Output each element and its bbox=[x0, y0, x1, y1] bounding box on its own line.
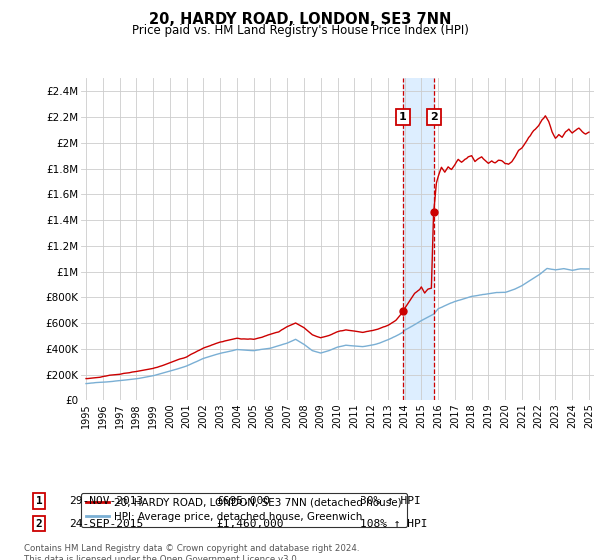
Text: 30% ↑ HPI: 30% ↑ HPI bbox=[360, 496, 421, 506]
Text: £695,000: £695,000 bbox=[216, 496, 270, 506]
Text: 20, HARDY ROAD, LONDON, SE3 7NN: 20, HARDY ROAD, LONDON, SE3 7NN bbox=[149, 12, 451, 27]
Text: Price paid vs. HM Land Registry's House Price Index (HPI): Price paid vs. HM Land Registry's House … bbox=[131, 24, 469, 36]
Text: 29-NOV-2013: 29-NOV-2013 bbox=[69, 496, 143, 506]
Text: 1: 1 bbox=[399, 112, 407, 122]
Text: 2: 2 bbox=[35, 519, 43, 529]
Legend: 20, HARDY ROAD, LONDON, SE3 7NN (detached house), HPI: Average price, detached h: 20, HARDY ROAD, LONDON, SE3 7NN (detache… bbox=[81, 493, 407, 527]
Text: 24-SEP-2015: 24-SEP-2015 bbox=[69, 519, 143, 529]
Bar bbox=[403, 78, 434, 400]
Text: 2: 2 bbox=[430, 112, 437, 122]
Text: 108% ↑ HPI: 108% ↑ HPI bbox=[360, 519, 427, 529]
Text: 1: 1 bbox=[35, 496, 43, 506]
Text: £1,460,000: £1,460,000 bbox=[216, 519, 284, 529]
Text: Contains HM Land Registry data © Crown copyright and database right 2024.
This d: Contains HM Land Registry data © Crown c… bbox=[24, 544, 359, 560]
